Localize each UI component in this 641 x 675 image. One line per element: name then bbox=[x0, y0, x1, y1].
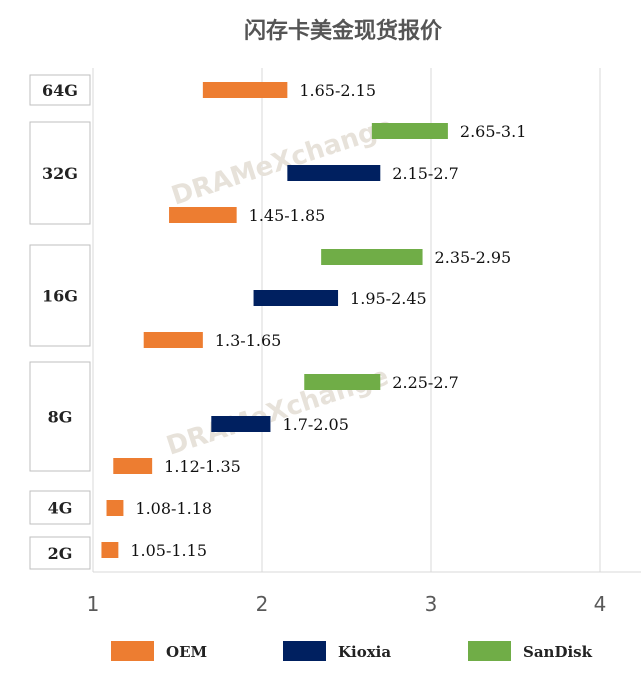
legend-label-oem: OEM bbox=[166, 643, 207, 661]
x-tick-label-1: 1 bbox=[87, 592, 100, 616]
x-tick-label-2: 2 bbox=[256, 592, 269, 616]
data-label-8g-kioxia: 1.7-2.05 bbox=[282, 415, 348, 434]
category-box-8g bbox=[29, 361, 91, 472]
bar-16g-kioxia bbox=[253, 290, 339, 306]
data-label-64g-oem: 1.65-2.15 bbox=[299, 81, 376, 100]
category-labels: 64G 32G 16G 8G 4G 2G bbox=[29, 74, 91, 570]
bar-16g-oem bbox=[143, 332, 203, 348]
bar-4g-oem bbox=[106, 500, 124, 516]
data-label-2g-oem: 1.05-1.15 bbox=[130, 541, 207, 560]
data-label-16g-oem: 1.3-1.65 bbox=[215, 331, 281, 350]
legend-swatch-kioxia bbox=[283, 641, 326, 661]
bar-32g-sandisk bbox=[371, 123, 448, 139]
category-box-16g bbox=[29, 244, 91, 347]
category-label-8g: 8G bbox=[48, 408, 73, 427]
bar-8g-sandisk bbox=[304, 374, 381, 390]
bar-2g-oem bbox=[101, 542, 119, 558]
category-box-32g bbox=[29, 121, 91, 225]
data-label-16g-sandisk: 2.35-2.95 bbox=[435, 248, 512, 267]
data-labels: 1.65-2.15 2.65-3.1 2.15-2.7 1.45-1.85 2.35-2… bbox=[130, 81, 526, 560]
bar-8g-kioxia bbox=[211, 416, 271, 432]
category-label-16g: 16G bbox=[42, 287, 78, 306]
legend-swatch-oem bbox=[111, 641, 154, 661]
data-label-32g-oem: 1.45-1.85 bbox=[249, 206, 326, 225]
bar-32g-kioxia bbox=[287, 165, 381, 181]
category-label-64g: 64G bbox=[42, 81, 78, 100]
legend-swatch-sandisk bbox=[468, 641, 511, 661]
watermark-text-1: DRAMeXchange bbox=[168, 112, 397, 212]
data-label-8g-sandisk: 2.25-2.7 bbox=[392, 373, 458, 392]
data-label-8g-oem: 1.12-1.35 bbox=[164, 457, 241, 476]
legend-label-kioxia: Kioxia bbox=[338, 643, 391, 661]
x-axis-ticks: 1 2 3 4 bbox=[87, 592, 607, 616]
bar-64g-oem bbox=[202, 82, 288, 98]
category-box-4g bbox=[29, 490, 91, 525]
data-label-32g-kioxia: 2.15-2.7 bbox=[392, 164, 458, 183]
category-label-4g: 4G bbox=[48, 499, 73, 518]
bar-16g-sandisk bbox=[321, 249, 423, 265]
chart-title: 闪存卡美金现货报价 bbox=[244, 18, 443, 44]
bar-8g-oem bbox=[113, 458, 153, 474]
data-label-32g-sandisk: 2.65-3.1 bbox=[460, 122, 526, 141]
x-tick-label-3: 3 bbox=[425, 592, 438, 616]
category-label-2g: 2G bbox=[48, 544, 73, 563]
data-label-16g-kioxia: 1.95-2.45 bbox=[350, 289, 427, 308]
category-label-32g: 32G bbox=[42, 164, 78, 183]
bars bbox=[101, 82, 448, 558]
gridlines bbox=[92, 68, 641, 573]
category-box-64g bbox=[29, 74, 91, 106]
legend-label-sandisk: SanDisk bbox=[523, 643, 593, 661]
data-label-4g-oem: 1.08-1.18 bbox=[135, 499, 212, 518]
legend: OEM Kioxia SanDisk bbox=[111, 641, 593, 661]
x-tick-label-4: 4 bbox=[594, 592, 607, 616]
category-box-2g bbox=[29, 536, 91, 570]
bar-32g-oem bbox=[169, 207, 237, 223]
